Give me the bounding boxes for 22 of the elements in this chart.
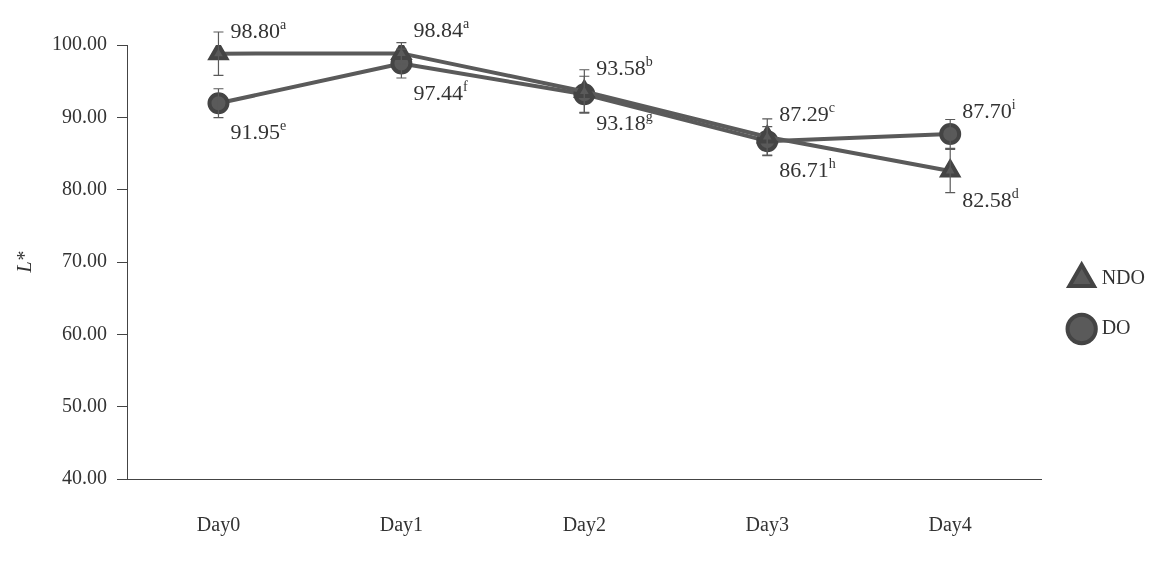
point xyxy=(208,45,229,61)
point xyxy=(939,122,962,145)
point xyxy=(391,45,412,60)
y-tick-label: 60.00 xyxy=(62,321,107,344)
y-tick-label: 100.00 xyxy=(52,32,107,55)
legend-label: NDO xyxy=(1101,266,1146,289)
point xyxy=(940,160,960,178)
legend-label: DO xyxy=(1101,316,1131,339)
point xyxy=(757,125,778,144)
x-tick-label: Day3 xyxy=(745,513,789,537)
y-tick-label: 40.00 xyxy=(62,466,107,489)
y-tick-label: 70.00 xyxy=(62,249,107,272)
point xyxy=(207,92,230,115)
y-tick-label: 80.00 xyxy=(62,176,107,199)
point xyxy=(574,80,595,98)
x-tick-label: Day4 xyxy=(928,513,972,537)
y-tick-label: 90.00 xyxy=(62,104,107,127)
y-axis-title: L* xyxy=(13,251,36,274)
y-tick-label: 50.00 xyxy=(62,393,107,416)
x-tick-label: Day2 xyxy=(562,513,606,537)
x-tick-label: Day0 xyxy=(196,513,241,537)
x-tick-label: Day1 xyxy=(379,513,424,537)
